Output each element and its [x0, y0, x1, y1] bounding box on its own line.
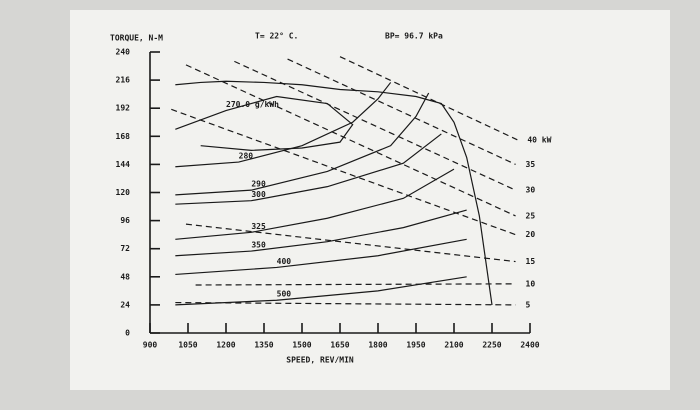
- x-tick-label: 1500: [292, 341, 311, 350]
- power-line: [171, 108, 516, 236]
- contour-label: 300: [251, 190, 266, 199]
- power-label: 40 kW: [527, 135, 551, 144]
- y-tick-label: 240: [116, 48, 131, 57]
- y-tick-label: 24: [120, 300, 130, 309]
- x-tick-label: 2100: [444, 341, 463, 350]
- curve: [175, 133, 442, 205]
- y-tick-label: 48: [120, 272, 130, 281]
- x-tick-label: 2400: [520, 341, 539, 350]
- y-axis-label: TORQUE, N-M: [110, 34, 163, 43]
- power-label: 25: [526, 211, 536, 220]
- power-label: 35: [526, 160, 536, 169]
- x-tick-label: 1650: [330, 341, 349, 350]
- y-tick-label: 120: [116, 188, 131, 197]
- curve: [175, 209, 467, 257]
- y-tick-label: 72: [120, 244, 130, 253]
- chart-subtitle: BP= 96.7 kPa: [385, 32, 443, 41]
- curve: [175, 80, 493, 305]
- x-tick-label: 1950: [406, 341, 425, 350]
- x-tick-label: 1050: [178, 341, 197, 350]
- curve: [175, 168, 455, 240]
- x-tick-label: 1800: [368, 341, 387, 350]
- contour-label: 500: [277, 290, 292, 299]
- y-tick-label: 216: [116, 76, 131, 85]
- power-line: [287, 58, 516, 165]
- power-line: [195, 283, 516, 286]
- contour-label: 270.0 g/kWh: [226, 100, 279, 109]
- y-tick-label: 144: [116, 160, 131, 169]
- curve: [175, 92, 430, 196]
- x-tick-label: 1200: [216, 341, 235, 350]
- power-line: [185, 223, 516, 263]
- y-tick-label: 0: [125, 329, 130, 338]
- curve: [175, 82, 392, 168]
- curve: [175, 238, 467, 276]
- curve: [175, 95, 354, 151]
- power-line: [234, 60, 516, 191]
- power-label: 20: [526, 230, 536, 239]
- y-tick-label: 168: [116, 132, 131, 141]
- power-line: [339, 56, 518, 141]
- x-tick-label: 1350: [254, 341, 273, 350]
- x-axis-label: SPEED, REV/MIN: [286, 356, 354, 365]
- power-line: [185, 64, 516, 217]
- paper: [70, 10, 670, 390]
- power-label: 10: [526, 279, 536, 288]
- chart-title: T= 22° C.: [255, 32, 298, 41]
- x-tick-label: 900: [143, 341, 158, 350]
- contour-label: 350: [251, 241, 266, 250]
- power-label: 15: [526, 257, 536, 266]
- contour-label: 280: [239, 152, 254, 161]
- power-label: 30: [526, 186, 536, 195]
- contour-label: 290: [251, 180, 266, 189]
- contour-label: 325: [251, 222, 266, 231]
- power-label: 5: [526, 300, 531, 309]
- power-line: [175, 301, 516, 306]
- y-tick-label: 192: [116, 104, 131, 113]
- x-tick-label: 2250: [482, 341, 501, 350]
- y-tick-label: 96: [120, 216, 130, 225]
- contour-label: 400: [277, 257, 292, 266]
